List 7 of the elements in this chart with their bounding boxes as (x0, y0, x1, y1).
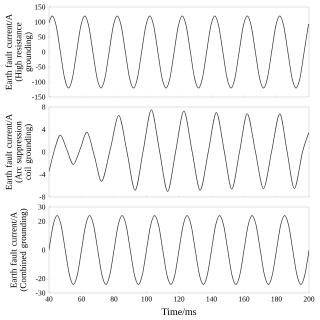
y-axis-title: Earth fault current/A (Arc suppression coil grounding) (5, 114, 33, 190)
y-axis-title: Earth fault current/A (High resistance grounding) (5, 14, 33, 90)
line-series (49, 109, 310, 192)
y-axis-title: Earth fault current/A (Combined grounding) (10, 208, 28, 292)
line-series (49, 215, 310, 285)
x-axis-title: Time/ms (162, 308, 196, 316)
line-series (49, 16, 310, 88)
